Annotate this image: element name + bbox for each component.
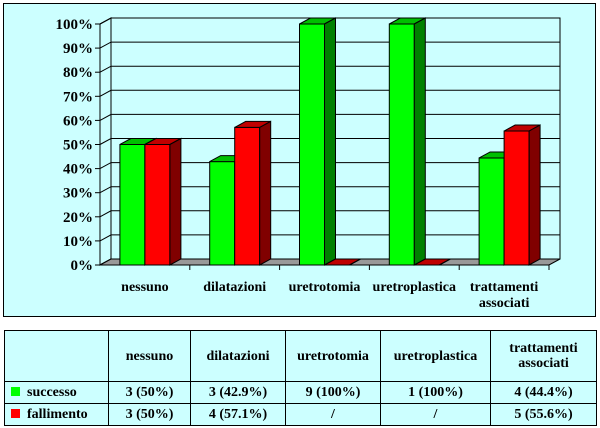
bar (234, 126, 261, 266)
y-tick-label: 100% (56, 17, 94, 33)
y-tick-label: 60% (63, 113, 93, 129)
table-header-cell: trattamenti associati (490, 330, 597, 382)
legend-label: successo (27, 385, 77, 400)
table-cell: 9 (100%) (285, 381, 381, 404)
x-tick-label: dilatazioni (203, 280, 266, 295)
bar-side (528, 124, 541, 266)
y-tick-label: 80% (63, 65, 93, 81)
table-header-cell: dilatazioni (190, 330, 286, 382)
bar (299, 23, 325, 266)
bar-side (169, 137, 182, 266)
bar (478, 157, 505, 266)
data-table: nessuno dilatazioni uretrotomia uretropl… (4, 330, 597, 426)
table-cell: / (285, 403, 381, 426)
legend-swatch (11, 387, 20, 397)
x-tick-label: associati (479, 296, 530, 311)
table-corner-cell (4, 330, 109, 382)
y-tick-label: 90% (63, 41, 93, 57)
bar (209, 161, 236, 266)
legend-cell-fallimento: fallimento (4, 403, 109, 426)
bar (119, 144, 146, 266)
table-cell: 4 (44.4%) (490, 381, 597, 404)
table-header-cell: nessuno (108, 330, 191, 382)
bar-side (439, 258, 451, 266)
bar-side (349, 258, 361, 266)
table-cell: 3 (42.9%) (190, 381, 286, 404)
y-tick-label: 20% (63, 210, 93, 226)
bar-side (413, 17, 426, 266)
y-tick-label: 70% (63, 89, 93, 105)
y-tick-label: 40% (63, 162, 93, 178)
table-header-cell: uretroplastica (380, 330, 491, 382)
table-cell: 3 (50%) (108, 381, 191, 404)
x-tick-label: trattamenti (470, 280, 539, 295)
y-tick-label: 30% (63, 186, 93, 202)
table-row: successo 3 (50%) 3 (42.9%) 9 (100%) 1 (1… (4, 381, 597, 404)
legend-cell-successo: successo (4, 381, 109, 404)
bar (388, 23, 415, 266)
chart-panel: 0% 10% 20% 30% 40% 50% 60% 70% 80% 90% 100% nessuno… (3, 3, 596, 317)
bar-chart: 0% 10% 20% 30% 40% 50% 60% 70% 80% 90% 100% nessuno… (56, 17, 561, 311)
table-header-cell: uretrotomia (285, 330, 381, 382)
table-cell: / (380, 403, 491, 426)
bar (144, 144, 171, 266)
x-tick-label: nessuno (121, 280, 168, 295)
y-tick-label: 10% (63, 234, 93, 250)
x-tick-label: uretroplastica (373, 280, 456, 295)
bar-side (324, 17, 336, 266)
table-cell: 3 (50%) (108, 403, 191, 426)
legend-label: fallimento (27, 407, 88, 422)
table-row: fallimento 3 (50%) 4 (57.1%) / / 5 (55.6… (4, 403, 597, 426)
table-cell: 5 (55.6%) (490, 403, 597, 426)
y-tick-label: 0% (71, 258, 94, 274)
x-tick-label: uretrotomia (289, 280, 361, 295)
bar-side (259, 120, 272, 266)
table-cell: 1 (100%) (380, 381, 491, 404)
table-cell: 4 (57.1%) (190, 403, 286, 426)
y-tick-label: 50% (63, 138, 93, 154)
bar (503, 130, 530, 266)
legend-swatch (11, 409, 20, 419)
table-header-row: nessuno dilatazioni uretrotomia uretropl… (4, 330, 597, 382)
